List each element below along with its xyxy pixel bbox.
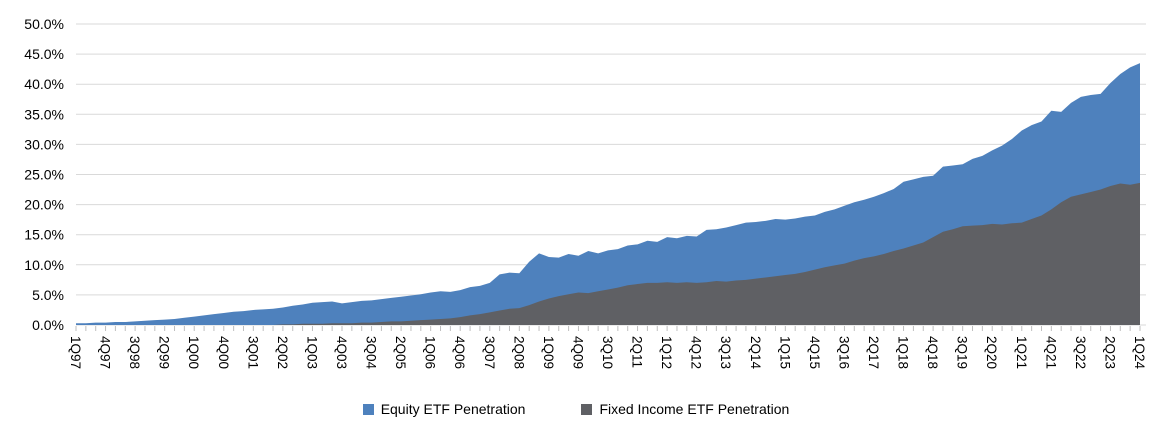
y-axis-tick-label: 25.0% [24, 167, 64, 183]
legend-item-fixed-income: Fixed Income ETF Penetration [581, 401, 789, 417]
x-axis-tick-label: 4Q00 [216, 336, 231, 369]
x-axis-tick-label: 4Q06 [452, 336, 467, 369]
etf-penetration-area-chart: 0.0% 5.0% 10.0% 15.0% 20.0% 25.0% 30.0% 35.0% 40… [24, 16, 1147, 370]
x-axis-tick-label: 1Q06 [423, 336, 438, 369]
x-axis-tick-label: 3Q16 [836, 336, 851, 369]
y-axis-tick-label: 40.0% [24, 76, 64, 92]
y-axis-tick-label: 20.0% [24, 197, 64, 213]
x-axis-tick-label: 3Q13 [718, 336, 733, 369]
y-axis-tick-label: 15.0% [24, 227, 64, 243]
chart-legend: Equity ETF Penetration Fixed Income ETF … [0, 401, 1152, 417]
x-axis-tick-label: 2Q23 [1102, 336, 1117, 369]
y-axis-tick-label: 30.0% [24, 136, 64, 152]
x-axis-tick-label: 3Q19 [955, 336, 970, 369]
x-axis-tick-label: 4Q03 [334, 336, 349, 369]
y-axis-tick-label: 10.0% [24, 257, 64, 273]
x-axis-tick-label: 3Q98 [127, 336, 142, 369]
y-axis-tick-label: 45.0% [24, 46, 64, 62]
x-axis-tick-label: 1Q97 [68, 336, 83, 369]
x-axis-tick-label: 2Q08 [511, 336, 526, 369]
x-axis-tick-label: 3Q04 [364, 336, 379, 370]
x-axis-tick-label: 1Q18 [896, 336, 911, 369]
x-axis-tick-label: 2Q02 [275, 336, 290, 369]
x-axis-tick-label: 2Q05 [393, 336, 408, 369]
fixed-income-legend-swatch-icon [581, 403, 593, 415]
x-axis-tick-label: 1Q03 [304, 336, 319, 369]
y-axis-tick-label: 5.0% [32, 287, 64, 303]
x-axis-tick-label: 1Q21 [1014, 336, 1029, 369]
x-axis-tick-label: 1Q15 [777, 336, 792, 369]
x-axis-tick-label: 4Q09 [570, 336, 585, 369]
x-axis-tick-label: 1Q12 [659, 336, 674, 369]
x-axis-tick-label: 2Q17 [866, 336, 881, 369]
x-axis-tick-label: 1Q00 [186, 336, 201, 369]
x-axis-tick-label: 1Q09 [541, 336, 556, 369]
x-axis-tick-label: 4Q12 [689, 336, 704, 369]
x-axis-tick-label: 3Q10 [600, 336, 615, 369]
x-axis-tick-label: 4Q15 [807, 336, 822, 369]
y-axis-tick-label: 50.0% [24, 16, 64, 32]
x-axis-tick-label: 2Q11 [630, 336, 645, 368]
equity-legend-swatch-icon [362, 403, 374, 415]
x-axis-tick-label: 2Q14 [748, 336, 763, 370]
fixed-income-legend-label: Fixed Income ETF Penetration [599, 401, 790, 417]
legend-item-equity: Equity ETF Penetration [362, 401, 526, 417]
x-axis-tick-label: 2Q20 [984, 336, 999, 369]
x-axis-tick-label: 4Q21 [1043, 336, 1058, 369]
x-axis-tick-label: 3Q22 [1073, 336, 1088, 369]
x-axis-tick-label: 4Q97 [98, 336, 113, 369]
y-axis-tick-label: 0.0% [32, 317, 64, 333]
equity-legend-label: Equity ETF Penetration [380, 401, 526, 417]
x-axis-tick-label: 4Q18 [925, 336, 940, 369]
x-axis-tick-label: 2Q99 [157, 336, 172, 369]
y-axis-tick-label: 35.0% [24, 106, 64, 122]
x-axis-tick-label: 3Q07 [482, 336, 497, 369]
x-axis-tick-label: 1Q24 [1132, 336, 1147, 370]
fixed-income-area-series [76, 182, 1140, 325]
x-axis-tick-label: 3Q01 [245, 336, 260, 369]
